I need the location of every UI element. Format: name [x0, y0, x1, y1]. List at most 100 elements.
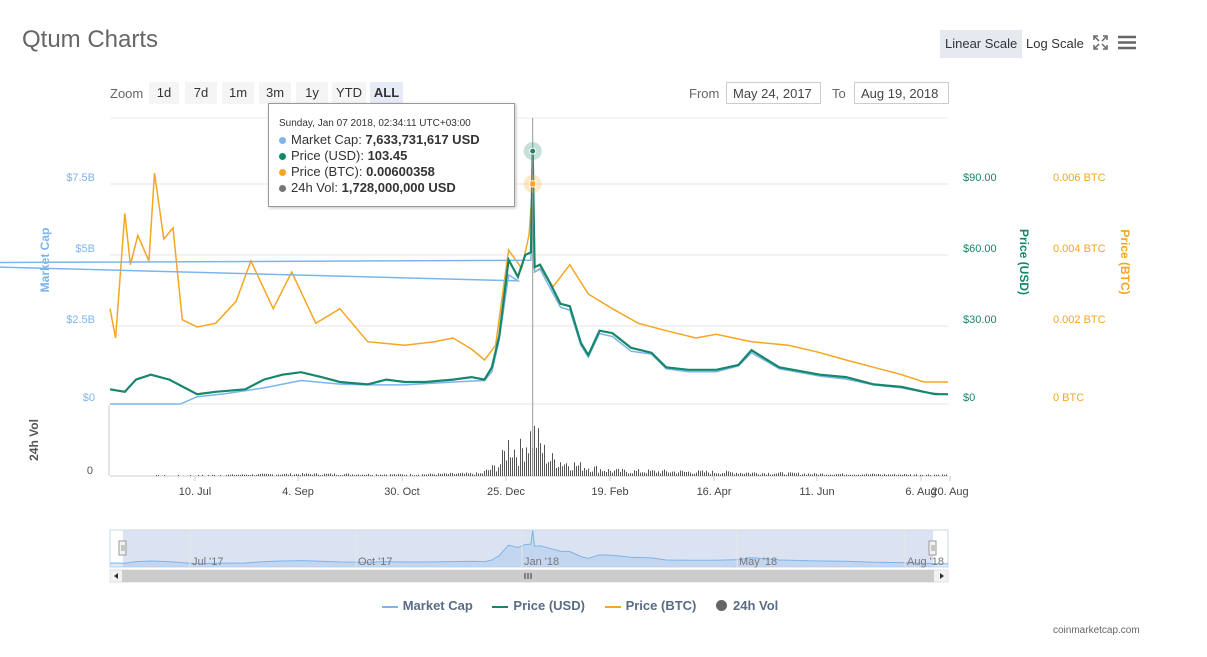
volume-bar	[378, 475, 379, 476]
volume-bar	[398, 473, 399, 476]
log-scale-button[interactable]: Log Scale	[1026, 36, 1084, 51]
volume-bar	[672, 471, 673, 476]
market-cap-axis-title: Market Cap	[38, 228, 52, 293]
volume-bar	[400, 474, 401, 476]
menu-icon[interactable]	[1118, 35, 1136, 50]
tooltip-row-volume: 24h Vol: 1,728,000,000 USD	[279, 180, 514, 196]
volume-bar	[432, 474, 433, 476]
tooltip-date: Sunday, Jan 07 2018, 02:34:11 UTC+03:00	[279, 118, 471, 129]
volume-bar	[676, 473, 677, 476]
volume-bar	[252, 474, 253, 476]
tooltip-row-price-usd: Price (USD): 103.45	[279, 148, 514, 164]
market-cap-dot-icon	[279, 137, 286, 144]
legend-market-cap[interactable]: Market Cap	[381, 598, 473, 613]
volume-bar	[624, 469, 625, 476]
volume-bar	[820, 473, 821, 476]
tooltip-label: Price (BTC):	[291, 164, 363, 179]
volume-bar	[910, 474, 911, 476]
volume-bar	[510, 457, 511, 476]
volume-bar	[594, 466, 595, 476]
volume-bar	[682, 470, 683, 476]
zoom-3m-button[interactable]: 3m	[259, 82, 291, 104]
volume-bar	[552, 453, 553, 476]
volume-bar	[256, 474, 257, 476]
zoom-ytd-button[interactable]: YTD	[332, 82, 366, 104]
from-date-input[interactable]: May 24, 2017	[726, 82, 821, 104]
legend-price-btc[interactable]: Price (BTC)	[604, 598, 696, 613]
volume-bar	[586, 470, 587, 476]
zoom-7d-button[interactable]: 7d	[185, 82, 217, 104]
volume-bar	[406, 474, 407, 476]
volume-bar	[798, 472, 799, 476]
volume-bar	[404, 474, 405, 476]
volume-bar	[520, 438, 521, 476]
volume-bar	[504, 451, 505, 476]
volume-bar	[370, 475, 371, 476]
linear-scale-button[interactable]: Linear Scale	[940, 30, 1023, 58]
zoom-all-button[interactable]: ALL	[370, 82, 403, 104]
to-date-input[interactable]: Aug 19, 2018	[854, 82, 949, 104]
volume-bar	[344, 474, 345, 476]
volume-bar	[234, 475, 235, 476]
dot-swatch-icon	[716, 600, 727, 611]
volume-bar	[914, 474, 915, 476]
volume-bar	[474, 474, 475, 476]
volume-bar	[460, 473, 461, 476]
volume-bar	[312, 474, 313, 476]
volume-bar	[742, 473, 743, 476]
volume-bar	[464, 473, 465, 476]
legend-24h-vol[interactable]: 24h Vol	[716, 598, 778, 613]
volume-bar	[308, 473, 309, 476]
credit-link[interactable]: coinmarketcap.com	[1053, 625, 1140, 636]
zoom-1m-button[interactable]: 1m	[222, 82, 254, 104]
volume-bar	[770, 474, 771, 476]
fullscreen-icon[interactable]	[1093, 35, 1108, 50]
volume-bar	[714, 472, 715, 476]
volume-bar	[268, 474, 269, 476]
scroll-right-arrow-icon[interactable]	[940, 573, 944, 579]
zoom-1d-button[interactable]: 1d	[149, 82, 179, 104]
volume-bar	[276, 474, 277, 476]
volume-bar	[544, 444, 545, 476]
volume-bar	[696, 472, 697, 476]
volume-bar	[642, 472, 643, 476]
volume-bar	[928, 474, 929, 476]
volume-bar	[662, 470, 663, 476]
volume-bar	[512, 457, 513, 476]
volume-bar	[410, 473, 411, 476]
volume-bar	[660, 473, 661, 476]
zoom-1y-button[interactable]: 1y	[296, 82, 328, 104]
volume-bar	[246, 474, 247, 476]
volume-bar	[580, 462, 581, 476]
volume-bar	[482, 473, 483, 476]
market-cap-tick-label: $0	[83, 392, 95, 404]
scroll-left-arrow-icon[interactable]	[114, 573, 118, 579]
volume-bar	[896, 475, 897, 476]
from-label: From	[689, 86, 720, 101]
volume-bar	[814, 472, 815, 476]
volume-bar	[382, 475, 383, 476]
volume-bar	[244, 474, 245, 476]
volume-bar	[784, 474, 785, 476]
volume-bar	[830, 474, 831, 476]
volume-bar	[872, 473, 873, 476]
volume-bar	[258, 474, 259, 476]
legend-price-usd[interactable]: Price (USD)	[492, 598, 585, 613]
volume-bar	[666, 471, 667, 476]
volume-bar	[494, 465, 495, 476]
volume-bar	[372, 475, 373, 476]
volume-bar	[364, 474, 365, 476]
volume-bar	[436, 474, 437, 476]
volume-bar	[452, 473, 453, 476]
volume-bar	[434, 474, 435, 476]
x-tick-label: 4. Sep	[282, 486, 314, 498]
volume-bar	[226, 475, 227, 476]
tooltip-label: Price (USD):	[291, 148, 364, 163]
volume-bar	[248, 475, 249, 476]
volume-bar	[824, 475, 825, 476]
volume-bar	[562, 466, 563, 476]
tooltip-row-market-cap: Market Cap: 7,633,731,617 USD	[279, 132, 514, 148]
volume-bar	[640, 472, 641, 476]
volume-bar	[282, 474, 283, 476]
